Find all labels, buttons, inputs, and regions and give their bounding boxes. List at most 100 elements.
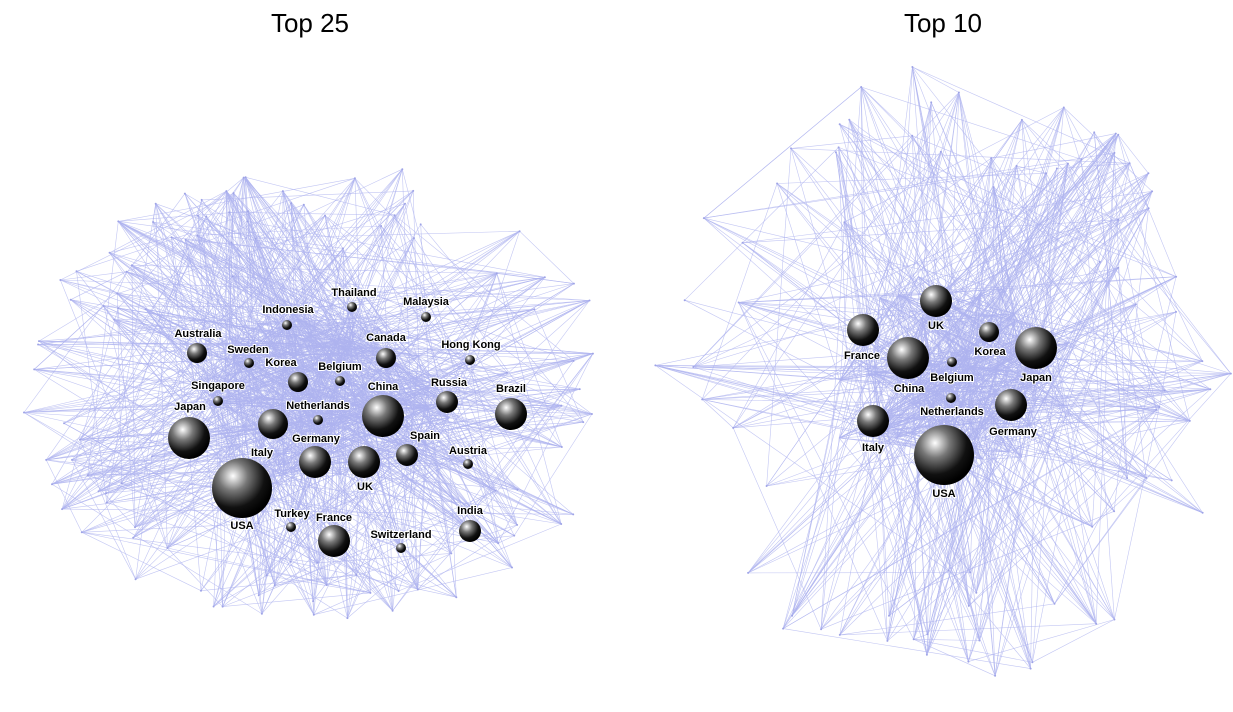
edge-end: [97, 490, 100, 493]
edge: [248, 362, 319, 421]
edge: [51, 216, 207, 485]
edge: [958, 92, 981, 294]
edge-end: [247, 210, 249, 213]
edge-end: [221, 605, 224, 608]
edge: [914, 383, 1038, 404]
edge-end: [134, 578, 137, 581]
edge: [879, 208, 1149, 298]
country-label: Singapore: [191, 380, 245, 392]
edge-end: [260, 612, 263, 615]
country-label: USA: [230, 520, 253, 532]
edge-end: [80, 531, 83, 534]
edge: [732, 222, 845, 429]
edge-end: [543, 276, 546, 279]
edge: [196, 312, 294, 354]
country-node: [946, 393, 956, 403]
edge: [776, 183, 928, 655]
country-label: France: [844, 350, 880, 362]
country-label: UK: [928, 320, 944, 332]
edge: [879, 433, 1097, 624]
edge: [257, 324, 265, 466]
edge: [406, 454, 499, 544]
country-label: Netherlands: [286, 400, 350, 412]
edge: [209, 169, 403, 406]
edge: [935, 165, 1017, 302]
edge: [87, 469, 319, 476]
edge-end: [324, 214, 326, 217]
country-node: [495, 398, 527, 430]
edge: [33, 305, 104, 370]
edge: [898, 294, 967, 352]
edge: [330, 322, 355, 412]
edge: [245, 177, 304, 314]
edge-end: [516, 523, 519, 526]
edge-end: [412, 189, 415, 192]
edge: [898, 294, 969, 454]
edge: [292, 312, 319, 470]
edge: [23, 402, 226, 413]
edge: [60, 279, 168, 549]
edge: [838, 147, 928, 655]
edge-end: [1126, 477, 1129, 479]
edge-end: [225, 190, 228, 193]
edge-end: [838, 633, 841, 636]
edge: [967, 366, 974, 412]
edge: [1091, 477, 1147, 527]
country-label: Sweden: [227, 344, 269, 356]
edge: [251, 343, 327, 356]
edge: [200, 415, 343, 591]
edge: [71, 459, 136, 580]
edge: [922, 315, 993, 318]
edge: [839, 86, 862, 381]
country-node: [947, 357, 957, 367]
edge: [351, 306, 471, 532]
edge: [333, 423, 341, 475]
edge-end: [843, 221, 846, 224]
edge-end: [1029, 667, 1032, 670]
edge: [347, 465, 381, 619]
edge-end: [1113, 618, 1116, 621]
edge: [171, 236, 419, 357]
edge-end: [244, 176, 247, 179]
edge: [243, 177, 248, 222]
edge-end: [791, 614, 794, 617]
edge-end: [51, 483, 53, 486]
edge: [228, 337, 305, 438]
edge: [285, 326, 297, 368]
edge: [1041, 163, 1069, 329]
edge: [37, 344, 319, 471]
country-label: China: [894, 383, 925, 395]
edge: [703, 152, 1115, 219]
edge: [1003, 289, 1015, 314]
edge-end: [117, 220, 120, 223]
edge: [283, 474, 513, 568]
edge-end: [702, 217, 705, 220]
edge: [283, 306, 353, 475]
edge: [926, 457, 1022, 655]
edge: [702, 384, 920, 400]
edge: [1039, 373, 1097, 624]
edge: [1029, 208, 1149, 426]
country-label: Thailand: [331, 287, 376, 299]
edge-end: [37, 343, 40, 346]
edge-end: [967, 604, 970, 607]
edge-end: [1229, 372, 1232, 375]
edge: [939, 187, 994, 367]
edge: [297, 318, 428, 446]
edge: [225, 367, 297, 385]
country-label: Hong Kong: [441, 339, 500, 351]
edge: [209, 405, 393, 611]
edge: [81, 532, 202, 591]
edge-end: [196, 234, 199, 237]
edge: [283, 474, 471, 532]
country-node: [459, 520, 481, 542]
edge: [911, 385, 928, 635]
edge: [247, 221, 452, 554]
edge: [406, 401, 448, 456]
edge: [118, 178, 355, 222]
edge: [1041, 328, 1211, 390]
edge-end: [1066, 162, 1069, 165]
edge-end: [782, 627, 785, 630]
edge: [315, 224, 421, 401]
edge-end: [232, 192, 235, 195]
